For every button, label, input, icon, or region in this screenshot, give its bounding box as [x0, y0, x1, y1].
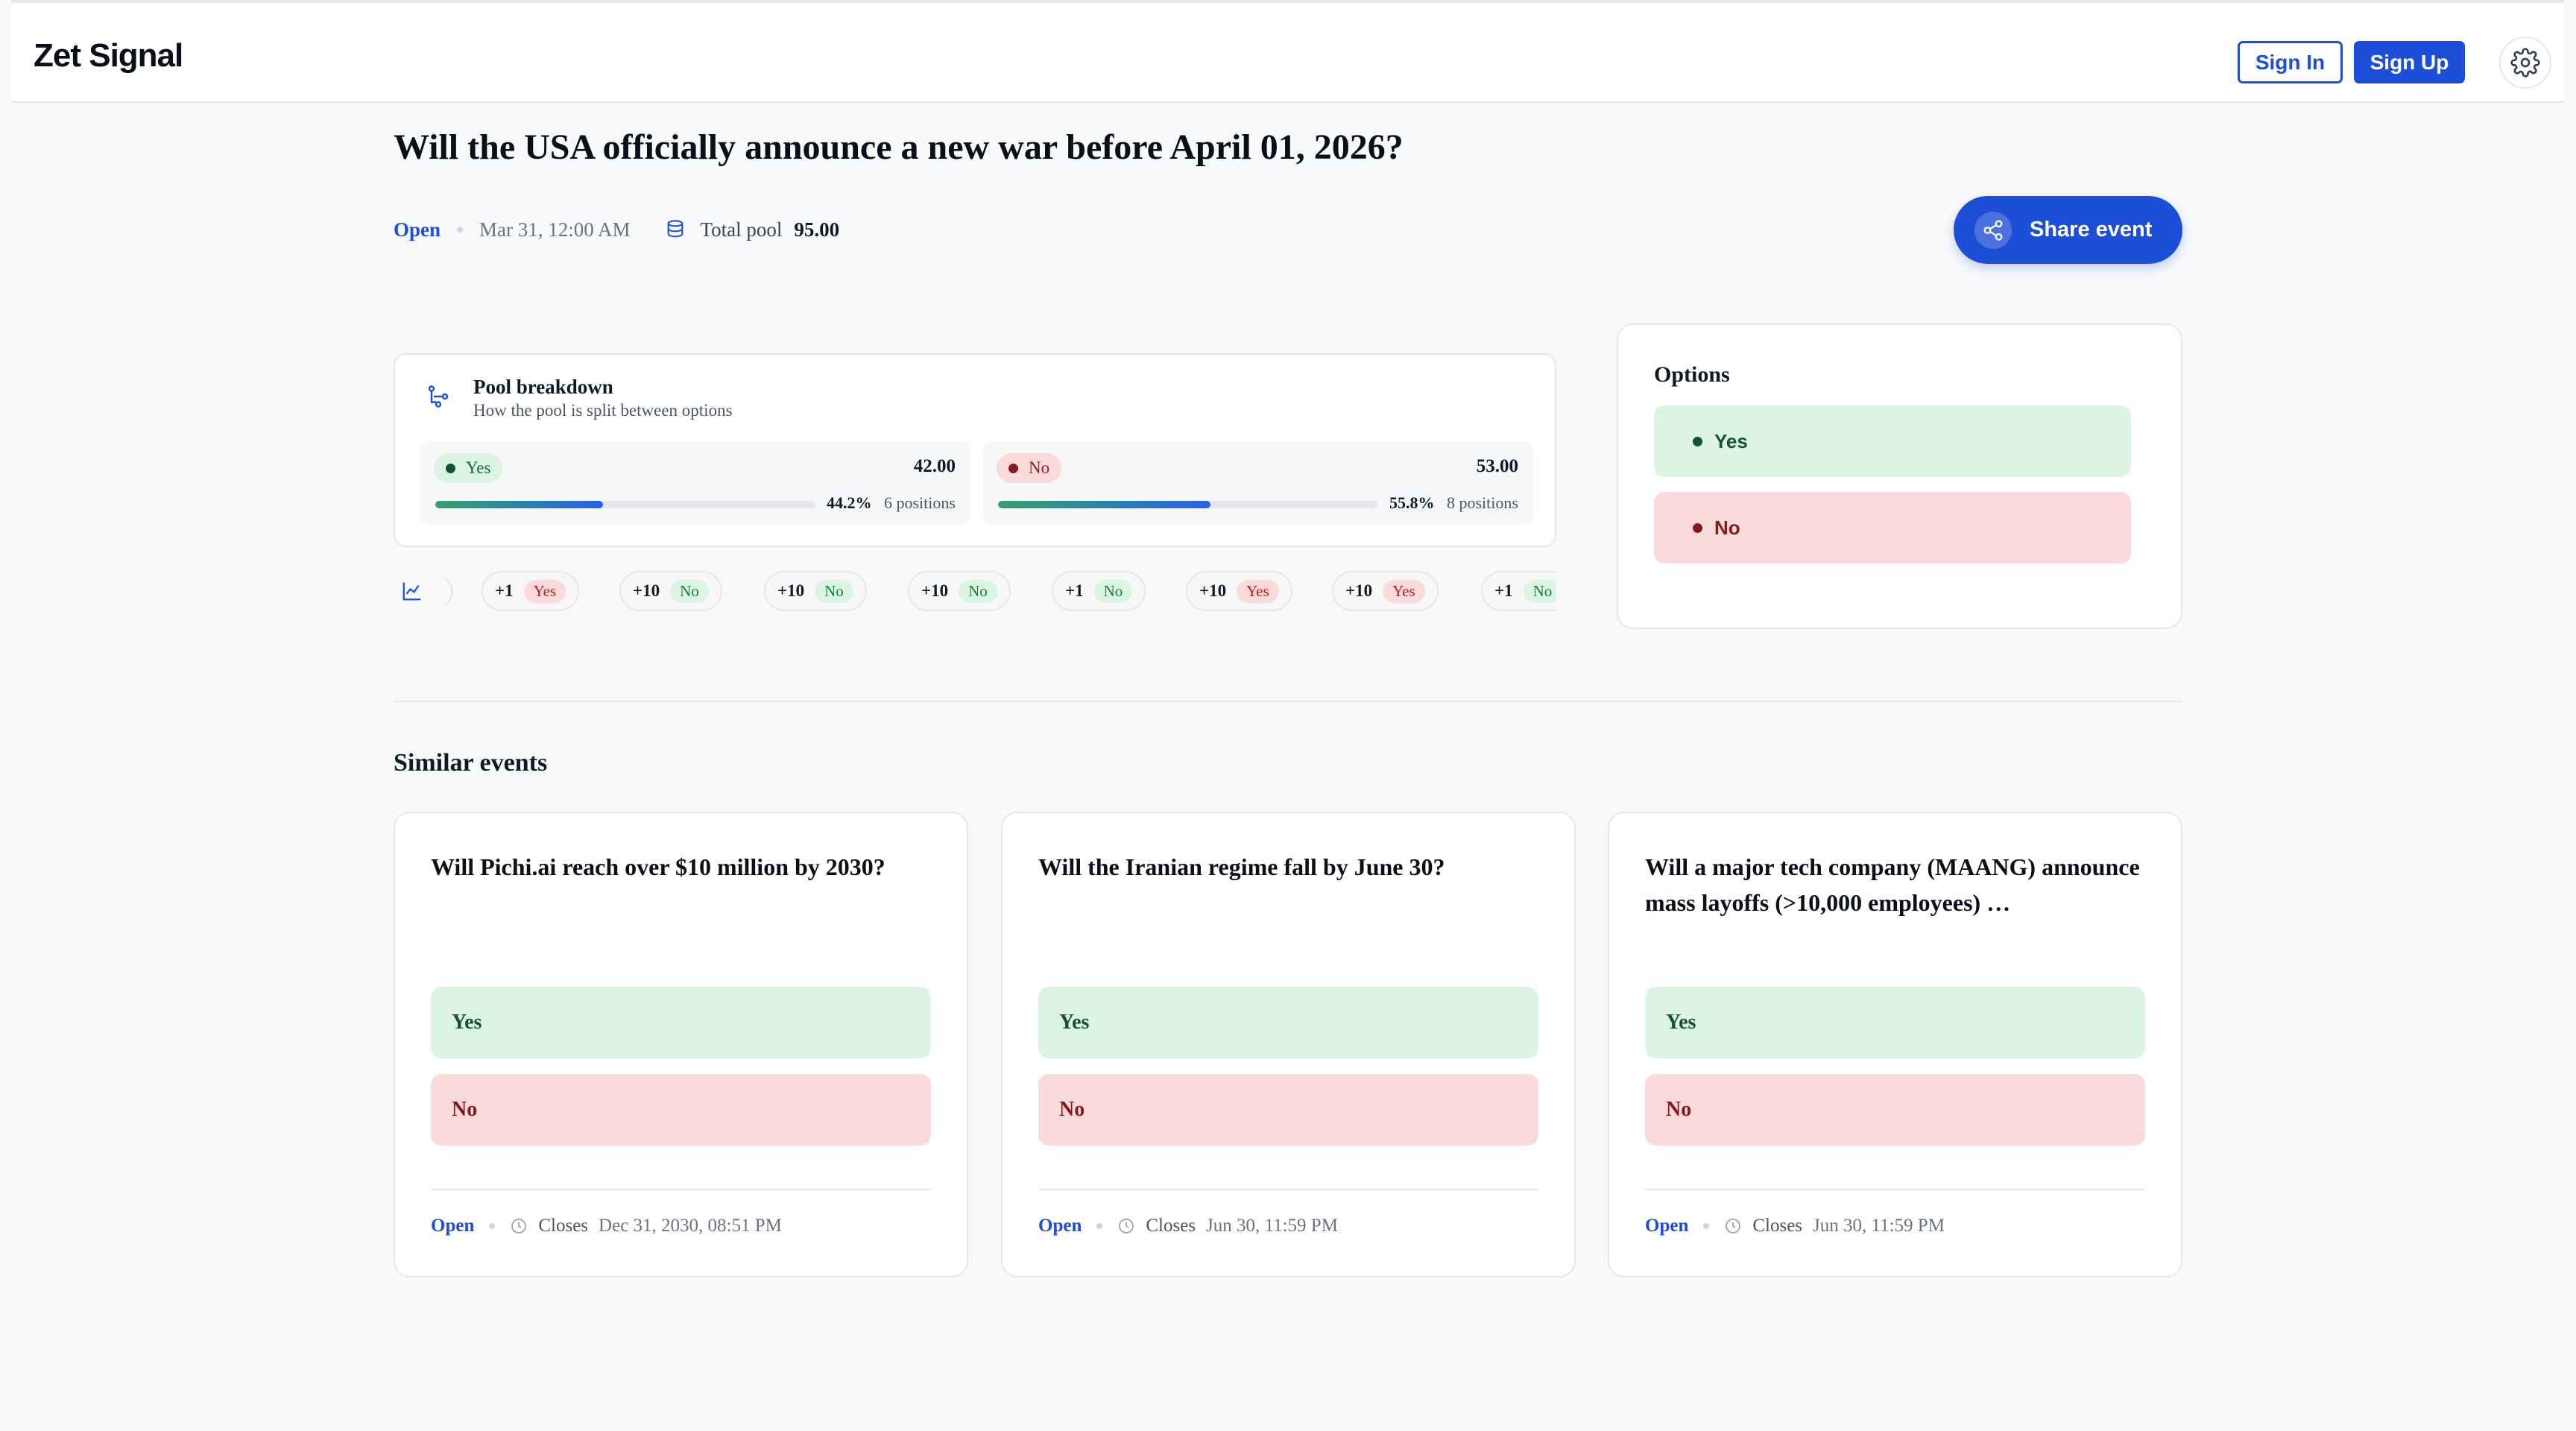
event-meta: Open Mar 31, 12:00 AM Total pool 95.00: [394, 216, 839, 243]
option-positions: 6 positions: [884, 493, 956, 512]
sign-in-button[interactable]: Sign In: [2238, 41, 2343, 83]
options-title: Options: [1654, 362, 1730, 387]
option-amount: 53.00: [1476, 456, 1518, 476]
closes-label: Closes: [1752, 1216, 1803, 1236]
dot-icon: [1693, 436, 1702, 446]
dot-icon: [1008, 463, 1018, 473]
sign-up-button[interactable]: Sign Up: [2354, 41, 2465, 83]
card-divider: [1038, 1189, 1538, 1190]
activity-chip: +10 No: [908, 571, 1011, 611]
card-divider: [1645, 1189, 2145, 1190]
option-label: No: [1029, 458, 1050, 477]
similar-events-title: Similar events: [394, 749, 548, 777]
progress-track: [998, 501, 1378, 508]
option-amount: 42.00: [913, 456, 956, 476]
status-badge: Open: [431, 1216, 475, 1236]
event-date: Mar 31, 12:00 AM: [479, 218, 631, 241]
option-pill-no: No: [997, 453, 1062, 483]
option-percent: 44.2%: [827, 493, 872, 512]
pool-breakdown-subtitle: How the pool is split between options: [473, 401, 733, 420]
activity-chip: +10 Yes: [1332, 571, 1439, 611]
clock-icon: [1117, 1217, 1135, 1235]
pool-breakdown-title: Pool breakdown: [473, 376, 613, 398]
activity-feed[interactable]: +1 Yes +10 No +10 No +10 No +1 No +10 Yes +10 Y…: [394, 571, 1556, 613]
closes-label: Closes: [1146, 1216, 1196, 1236]
pool-option-no: No 53.00 55.8% 8 positions: [983, 441, 1533, 525]
options-card: Options Yes No: [1617, 323, 2182, 629]
progress-fill: [998, 501, 1210, 508]
activity-chip: +1 No: [1052, 571, 1146, 611]
option-no-button[interactable]: No: [1038, 1074, 1538, 1146]
total-pool-label: Total pool: [700, 218, 783, 241]
card-divider: [431, 1189, 931, 1190]
share-event-button[interactable]: Share event: [1954, 196, 2182, 264]
clock-icon: [510, 1217, 528, 1235]
pool-breakdown-card: Pool breakdown How the pool is split bet…: [394, 353, 1556, 547]
pool-option-yes: Yes 42.00 44.2% 6 positions: [420, 441, 970, 525]
dot-icon: [1693, 522, 1702, 533]
scroll-edge: [431, 575, 453, 608]
similar-event-question[interactable]: Will a major tech company (MAANG) announ…: [1645, 853, 2140, 916]
option-pill-yes: Yes: [434, 453, 503, 483]
closes-label: Closes: [538, 1216, 589, 1236]
status-badge: Open: [1038, 1216, 1082, 1236]
option-yes-button[interactable]: Yes: [1654, 405, 2131, 477]
option-label: Yes: [466, 458, 491, 477]
similar-event-footer: Open Closes Jun 30, 11:59 PM: [1645, 1216, 1945, 1236]
status-badge: Open: [1645, 1216, 1689, 1236]
split-icon: [425, 383, 452, 414]
settings-button[interactable]: [2499, 37, 2551, 89]
section-divider: [394, 701, 2182, 702]
similar-event-card[interactable]: Will a major tech company (MAANG) announ…: [1608, 812, 2182, 1277]
brand-logo[interactable]: Zet Signal: [34, 37, 183, 74]
closes-date: Jun 30, 11:59 PM: [1813, 1216, 1945, 1236]
option-no-button[interactable]: No: [431, 1074, 931, 1146]
top-nav: Zet Signal Sign In Sign Up: [11, 0, 2564, 103]
similar-event-question[interactable]: Will Pichi.ai reach over $10 million by …: [431, 853, 886, 880]
separator-dot: [1096, 1223, 1103, 1229]
option-no-button[interactable]: No: [1654, 492, 2131, 563]
activity-chip: +1 No: [1481, 571, 1556, 611]
activity-chip: +10 Yes: [1186, 571, 1292, 611]
dot-icon: [446, 463, 455, 473]
activity-chip: +10 No: [619, 571, 722, 611]
activity-chip: +1 Yes: [482, 571, 580, 611]
option-yes-button[interactable]: Yes: [431, 987, 931, 1058]
gear-icon: [2510, 48, 2540, 78]
database-icon: [665, 219, 686, 240]
status-badge: Open: [394, 218, 441, 241]
similar-event-card[interactable]: Will Pichi.ai reach over $10 million by …: [394, 812, 968, 1277]
similar-event-footer: Open Closes Dec 31, 2030, 08:51 PM: [431, 1216, 782, 1236]
progress-fill: [435, 501, 604, 508]
option-yes-button[interactable]: Yes: [1038, 987, 1538, 1058]
progress-track: [435, 501, 815, 508]
closes-date: Dec 31, 2030, 08:51 PM: [599, 1216, 782, 1236]
option-no-button[interactable]: No: [1645, 1074, 2145, 1146]
option-no-label: No: [1714, 516, 1740, 539]
total-pool-value: 95.00: [794, 218, 840, 241]
similar-event-question[interactable]: Will the Iranian regime fall by June 30?: [1038, 853, 1445, 880]
option-yes-button[interactable]: Yes: [1645, 987, 2145, 1058]
closes-date: Jun 30, 11:59 PM: [1206, 1216, 1338, 1236]
similar-event-footer: Open Closes Jun 30, 11:59 PM: [1038, 1216, 1338, 1236]
share-event-label: Share event: [2030, 218, 2153, 241]
activity-chip: +10 No: [764, 571, 867, 611]
separator-dot: [457, 227, 464, 233]
option-yes-label: Yes: [1714, 429, 1748, 452]
option-percent: 55.8%: [1389, 493, 1435, 512]
separator-dot: [1703, 1223, 1710, 1229]
trend-chart-icon[interactable]: [401, 580, 423, 606]
option-positions: 8 positions: [1447, 493, 1518, 512]
event-title: Will the USA officially announce a new w…: [394, 127, 1404, 167]
separator-dot: [489, 1223, 496, 1229]
clock-icon: [1724, 1217, 1742, 1235]
share-icon: [1974, 211, 2012, 249]
similar-event-card[interactable]: Will the Iranian regime fall by June 30?…: [1001, 812, 1576, 1277]
